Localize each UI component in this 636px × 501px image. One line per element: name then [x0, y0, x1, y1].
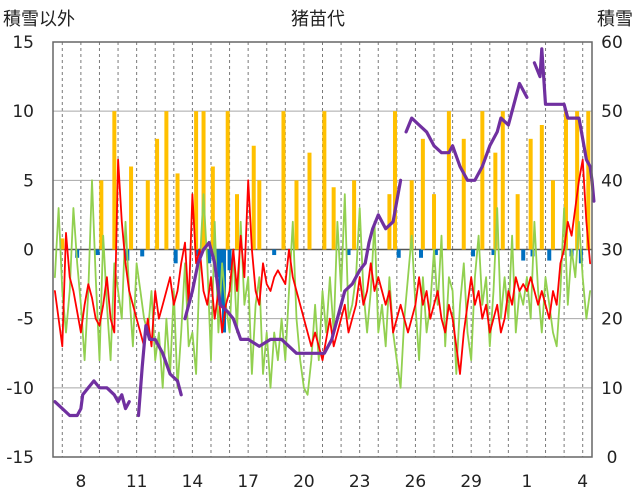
snowfall-bar — [164, 111, 169, 250]
snowfall-bar — [515, 194, 520, 250]
chart-bars — [60, 111, 591, 333]
snowfall-bar — [251, 145, 256, 250]
precip-negative-bar — [140, 249, 145, 257]
snow-depth-line — [136, 324, 183, 418]
snow-depth-line — [404, 81, 529, 182]
snowfall-bar — [420, 138, 425, 250]
snowfall-bar — [294, 180, 299, 250]
snow-depth-line — [532, 47, 596, 203]
precip-negative-bar — [491, 249, 496, 256]
snowfall-bar — [331, 187, 336, 250]
snowfall-bar — [307, 152, 312, 250]
snowfall-bar — [201, 111, 206, 250]
x-tick-label: 8 — [75, 472, 86, 492]
snowfall-bar — [575, 111, 580, 250]
snowfall-bar — [175, 173, 180, 250]
snowfall-bar — [99, 180, 104, 250]
x-tick-label: 14 — [182, 472, 204, 492]
x-tick-label: 11 — [126, 472, 148, 492]
snowfall-bar — [60, 238, 65, 250]
x-tick-label: 26 — [405, 472, 427, 492]
right-tick-label: 60 — [601, 33, 623, 53]
precip-negative-bar — [272, 249, 277, 256]
snowfall-bar — [446, 111, 451, 250]
snowfall-bar — [281, 111, 286, 250]
x-tick-label: 4 — [577, 472, 588, 492]
snowfall-bar — [387, 194, 392, 250]
left-tick-label: -10 — [6, 379, 34, 399]
snowfall-bar — [480, 111, 485, 250]
left-tick-label: 0 — [23, 241, 34, 261]
snowfall-bar — [563, 111, 568, 250]
snowfall-bar — [257, 180, 262, 250]
precip-negative-bar — [396, 249, 401, 258]
precip-negative-bar — [419, 249, 424, 258]
left-tick-label: 10 — [12, 102, 34, 122]
snowfall-bar — [550, 180, 555, 250]
precip-negative-bar — [471, 249, 476, 257]
x-tick-label: 29 — [460, 472, 482, 492]
snowfall-bar — [322, 111, 327, 250]
right-tick-label: 0 — [607, 448, 618, 468]
precip-negative-bar — [433, 249, 438, 256]
right-tick-label: 10 — [601, 379, 623, 399]
chart-lines — [53, 47, 596, 418]
snowfall-bar — [493, 152, 498, 250]
snowfall-bar — [145, 180, 150, 250]
chart-title: 猪苗代 — [291, 9, 345, 30]
left-tick-label: 15 — [12, 33, 34, 53]
snowfall-bar — [500, 111, 505, 250]
snowfall-bar — [461, 138, 466, 250]
x-tick-label: 20 — [293, 472, 315, 492]
precip-negative-bar — [547, 249, 552, 261]
snowfall-bar — [112, 111, 117, 250]
snowfall-bar — [392, 111, 397, 250]
snowfall-bar — [194, 111, 199, 250]
x-tick-label: 23 — [349, 472, 371, 492]
snowfall-bar — [432, 194, 437, 250]
x-tick-label: 1 — [522, 472, 533, 492]
precip-negative-bar — [218, 249, 223, 305]
precipitation-line — [54, 179, 591, 396]
snow-depth-line — [53, 379, 131, 418]
snowfall-bar — [129, 166, 134, 250]
left-axis-label: 積雪以外 — [3, 9, 75, 30]
snowfall-bar — [155, 138, 160, 250]
snowfall-bar — [409, 180, 414, 250]
snow-depth-line — [183, 178, 403, 355]
right-tick-label: 20 — [601, 310, 623, 330]
snowfall-bar — [586, 111, 591, 250]
left-tick-label: -5 — [17, 310, 34, 330]
left-tick-label: -15 — [6, 448, 34, 468]
x-tick-label: 17 — [237, 472, 259, 492]
snowfall-bar — [225, 111, 230, 250]
snowfall-bar — [539, 125, 544, 250]
snowfall-bar — [210, 166, 215, 250]
precip-negative-bar — [95, 249, 100, 256]
precip-negative-bar — [227, 249, 232, 271]
snowfall-bar — [235, 194, 240, 250]
precip-negative-bar — [207, 249, 212, 264]
right-tick-label: 40 — [601, 171, 623, 191]
precip-negative-bar — [173, 249, 178, 264]
snowfall-bar — [528, 138, 533, 250]
snowfall-bar — [352, 180, 357, 250]
precip-negative-bar — [346, 249, 351, 256]
right-tick-label: 50 — [601, 102, 623, 122]
left-tick-label: 5 — [23, 171, 34, 191]
right-tick-label: 30 — [601, 241, 623, 261]
right-axis-label: 積雪 — [597, 9, 633, 30]
precip-negative-bar — [521, 249, 526, 261]
plot-frame — [52, 41, 593, 458]
